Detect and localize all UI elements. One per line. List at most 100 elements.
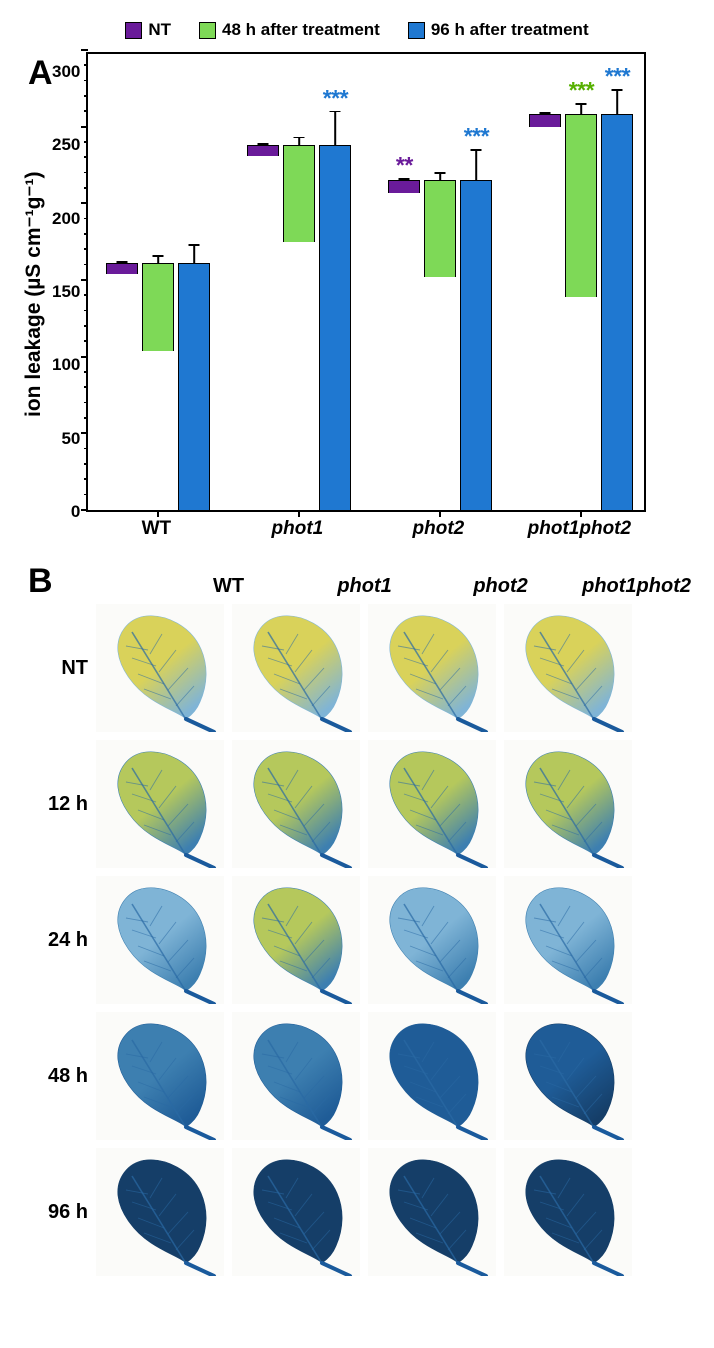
- bar: [247, 145, 279, 156]
- leaf-row: [96, 1012, 632, 1140]
- bar: ***: [601, 114, 633, 510]
- row-header: 96 h: [20, 1148, 96, 1276]
- leaf-cell: [504, 1148, 632, 1276]
- row-headers: NT 12 h 24 h 48 h 96 h: [20, 604, 96, 1276]
- panel-b-grid: NT 12 h 24 h 48 h 96 h: [20, 604, 694, 1276]
- y-minor-tick: [84, 294, 88, 296]
- significance-marker: ***: [323, 85, 348, 112]
- legend-swatch: [125, 22, 142, 39]
- row-header: 12 h: [20, 740, 96, 868]
- leaf-row: [96, 1148, 632, 1276]
- bar: [142, 263, 174, 350]
- column-header: phot1: [301, 575, 429, 598]
- y-minor-tick: [84, 233, 88, 235]
- y-ticks: 300250200150100500: [52, 52, 86, 512]
- bar-group: ******: [529, 114, 633, 510]
- leaf-cell: [368, 1012, 496, 1140]
- y-tick-mark: [81, 432, 88, 434]
- leaf-cell: [368, 604, 496, 732]
- panel-b: B WTphot1phot2phot1phot2 NT12 h24 h48 h9…: [20, 564, 694, 1276]
- bar: [106, 263, 138, 274]
- y-minor-tick: [84, 463, 88, 465]
- leaf-icon: [96, 876, 224, 1004]
- leaf-cell: [96, 1148, 224, 1276]
- bar: [178, 263, 210, 510]
- leaf-cell: [504, 1012, 632, 1140]
- leaf-cell: [232, 1012, 360, 1140]
- x-axis-label: phot2: [413, 518, 465, 540]
- x-axis-label: phot1: [272, 518, 324, 540]
- y-minor-tick: [84, 417, 88, 419]
- significance-marker: ***: [605, 63, 630, 90]
- y-minor-tick: [84, 248, 88, 250]
- y-tick-label: 0: [52, 502, 80, 522]
- bar-group: ***: [247, 145, 351, 510]
- significance-marker: ***: [464, 123, 489, 150]
- leaf-icon: [368, 876, 496, 1004]
- row-header: NT: [20, 604, 96, 732]
- y-tick-label: 250: [52, 135, 80, 155]
- legend: NT 48 h after treatment 96 h after treatme…: [20, 20, 694, 40]
- leaf-icon: [232, 740, 360, 868]
- y-tick-label: 50: [52, 429, 80, 449]
- leaf-icon: [504, 1012, 632, 1140]
- leaf-cell: [368, 876, 496, 1004]
- y-minor-tick: [84, 141, 88, 143]
- y-tick-mark: [81, 126, 88, 128]
- y-minor-tick: [84, 264, 88, 266]
- y-axis-label: ion leakage (µS cm⁻¹g⁻¹): [20, 52, 48, 536]
- y-minor-tick: [84, 478, 88, 480]
- y-minor-tick: [84, 156, 88, 158]
- y-minor-tick: [84, 95, 88, 97]
- y-minor-tick: [84, 187, 88, 189]
- x-axis-label: WT: [142, 518, 172, 540]
- leaf-cell: [504, 740, 632, 868]
- panel-a-chart: ion leakage (µS cm⁻¹g⁻¹) 300 250 200 150 100…: [20, 52, 694, 536]
- column-header: phot2: [437, 575, 565, 598]
- leaf-cell: [232, 1148, 360, 1276]
- leaf-icon: [96, 1012, 224, 1140]
- y-minor-tick: [84, 371, 88, 373]
- leaf-icon: [504, 876, 632, 1004]
- legend-item: NT: [125, 20, 171, 40]
- leaf-grid: [96, 604, 632, 1276]
- y-tick-label: 100: [52, 355, 80, 375]
- leaf-cell: [96, 1012, 224, 1140]
- legend-label: NT: [148, 20, 171, 40]
- leaf-cell: [368, 1148, 496, 1276]
- leaf-cell: [504, 876, 632, 1004]
- y-tick-label: 300: [52, 62, 80, 82]
- legend-swatch: [408, 22, 425, 39]
- bar: ***: [460, 180, 492, 510]
- y-tick-mark: [81, 279, 88, 281]
- y-minor-tick: [84, 494, 88, 496]
- y-minor-tick: [84, 310, 88, 312]
- bar-group: *****: [388, 180, 492, 510]
- leaf-icon: [96, 740, 224, 868]
- y-minor-tick: [84, 64, 88, 66]
- leaf-icon: [368, 740, 496, 868]
- legend-swatch: [199, 22, 216, 39]
- column-header: WT: [165, 575, 293, 598]
- legend-item: 48 h after treatment: [199, 20, 380, 40]
- leaf-cell: [232, 604, 360, 732]
- legend-label: 48 h after treatment: [222, 20, 380, 40]
- bar: [529, 114, 561, 126]
- column-header: phot1phot2: [573, 575, 701, 598]
- y-tick-label: 150: [52, 282, 80, 302]
- leaf-icon: [96, 604, 224, 732]
- x-axis-label: phot1phot2: [528, 518, 631, 540]
- legend-item: 96 h after treatment: [408, 20, 589, 40]
- y-minor-tick: [84, 110, 88, 112]
- leaf-cell: [96, 740, 224, 868]
- y-minor-tick: [84, 402, 88, 404]
- y-tick-label: 200: [52, 209, 80, 229]
- leaf-cell: [232, 876, 360, 1004]
- leaf-icon: [368, 1148, 496, 1276]
- y-tick-mark: [81, 356, 88, 358]
- row-header: 48 h: [20, 1012, 96, 1140]
- bar-group: [106, 263, 210, 510]
- row-header: 24 h: [20, 876, 96, 1004]
- leaf-icon: [96, 1148, 224, 1276]
- leaf-cell: [96, 876, 224, 1004]
